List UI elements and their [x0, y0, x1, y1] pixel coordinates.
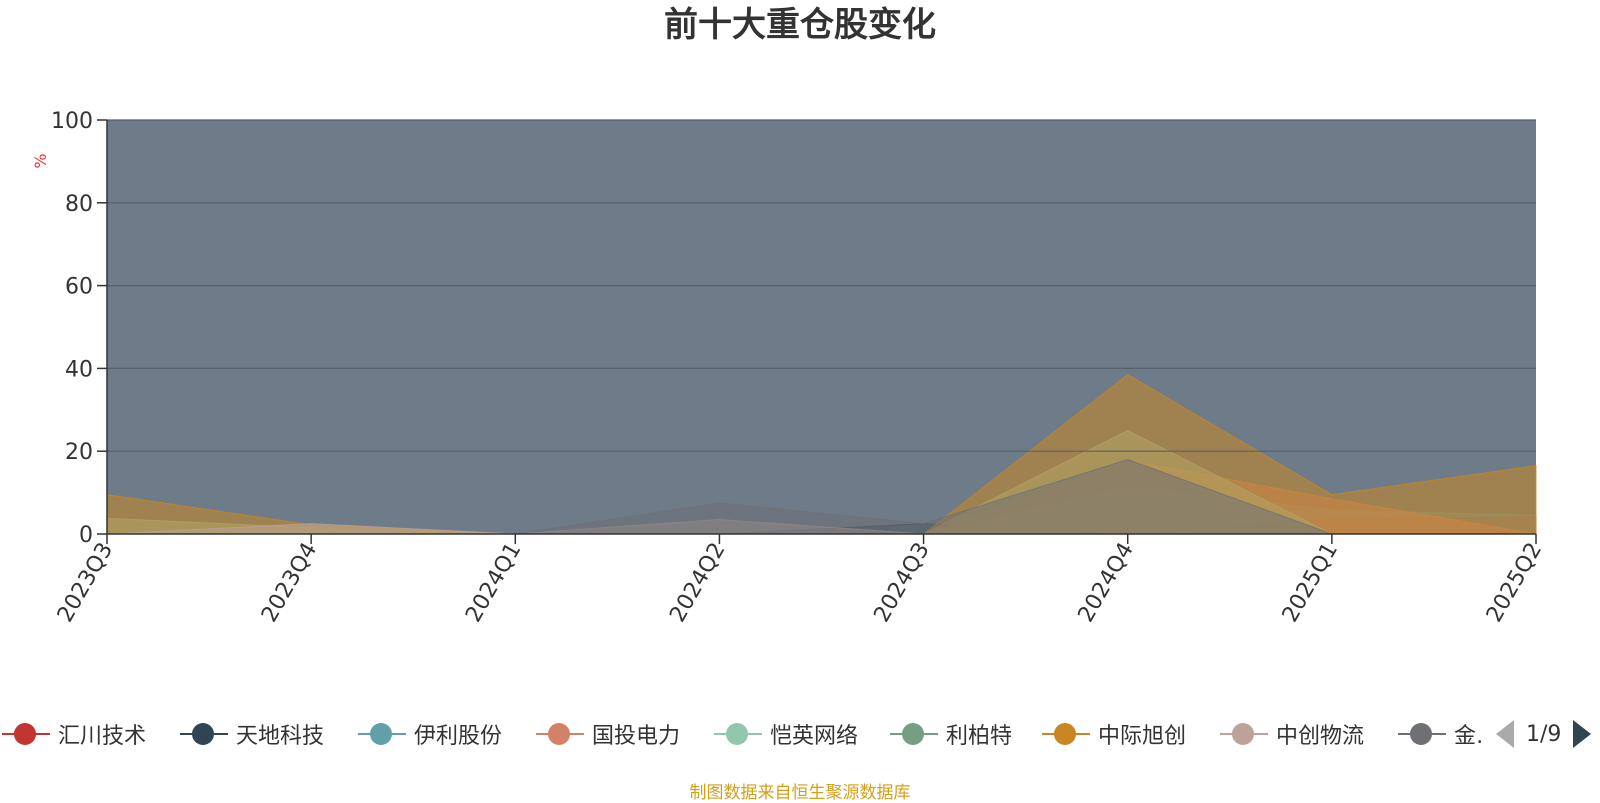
- legend-label: 国投电力: [592, 724, 681, 749]
- legend-page-indicator: 1/9: [1526, 721, 1562, 747]
- x-tick-label: 2024Q3: [869, 539, 934, 627]
- legend-item[interactable]: 汇川技术: [0, 712, 146, 756]
- legend-label: 利柏特: [946, 724, 1013, 749]
- legend-marker-icon: [0, 712, 52, 756]
- y-tick-label: 0: [79, 523, 93, 548]
- legend-item[interactable]: 中创物流: [1218, 712, 1364, 756]
- legend-item[interactable]: 国投电力: [534, 712, 680, 756]
- legend-item[interactable]: 利柏特: [888, 712, 1012, 756]
- x-tick-label: 2025Q2: [1482, 539, 1547, 627]
- y-tick-label: 40: [65, 357, 93, 382]
- y-tick-label: 60: [65, 275, 93, 300]
- legend-label: 伊利股份: [414, 724, 503, 749]
- x-tick-label: 2023Q4: [257, 539, 322, 627]
- data-source-note: 制图数据来自恒生聚源数据库: [689, 783, 911, 803]
- legend-marker-icon: [1218, 712, 1270, 756]
- legend-item[interactable]: 天地科技: [178, 712, 324, 756]
- legend-item[interactable]: 恺英网络: [712, 712, 858, 756]
- x-tick-label: 2025Q1: [1278, 539, 1343, 627]
- legend: 汇川技术 天地科技 伊利股份 国投电力 恺英网络 利柏特 中际旭创 中创物流 金… 1/9: [0, 712, 1600, 756]
- area-chart: 0 20 40 60 80 100 2023Q3 2023Q4 2024Q1 2024Q2 2024…: [31, 109, 1547, 627]
- legend-marker-icon: [356, 712, 408, 756]
- legend-label: 恺英网络: [770, 724, 859, 749]
- x-tick-label: 2024Q4: [1074, 539, 1139, 627]
- legend-item[interactable]: 伊利股份: [356, 712, 502, 756]
- legend-item[interactable]: 金…: [1396, 712, 1482, 756]
- y-tick-label: 80: [65, 192, 93, 217]
- legend-next-page-icon[interactable]: [1573, 720, 1592, 748]
- legend-label: 中际旭创: [1098, 724, 1187, 749]
- legend-marker-icon: [534, 712, 586, 756]
- y-tick-label: 100: [51, 109, 93, 134]
- legend-marker-icon: [712, 712, 764, 756]
- legend-pager: 1/9: [1496, 712, 1592, 756]
- y-tick-label: 20: [65, 440, 93, 465]
- x-tick-label: 2023Q3: [53, 539, 118, 627]
- legend-marker-icon: [1396, 712, 1448, 756]
- legend-marker-icon: [888, 712, 940, 756]
- x-tick-label: 2024Q2: [665, 539, 730, 627]
- x-tick-label: 2024Q1: [461, 539, 526, 627]
- legend-marker-icon: [178, 712, 230, 756]
- legend-label: 天地科技: [236, 724, 325, 749]
- legend-label: 中创物流: [1276, 724, 1365, 749]
- legend-label: 金…: [1454, 724, 1482, 749]
- legend-prev-page-icon[interactable]: [1496, 720, 1514, 748]
- plot-area-background: [107, 120, 1536, 534]
- y-axis-unit-label: %: [31, 153, 50, 168]
- legend-item[interactable]: 中际旭创: [1040, 712, 1186, 756]
- legend-label: 汇川技术: [58, 724, 147, 749]
- chart-title: 前十大重仓股变化: [664, 5, 936, 45]
- legend-items: 汇川技术 天地科技 伊利股份 国投电力 恺英网络 利柏特 中际旭创 中创物流 金…: [0, 712, 1482, 756]
- legend-marker-icon: [1040, 712, 1092, 756]
